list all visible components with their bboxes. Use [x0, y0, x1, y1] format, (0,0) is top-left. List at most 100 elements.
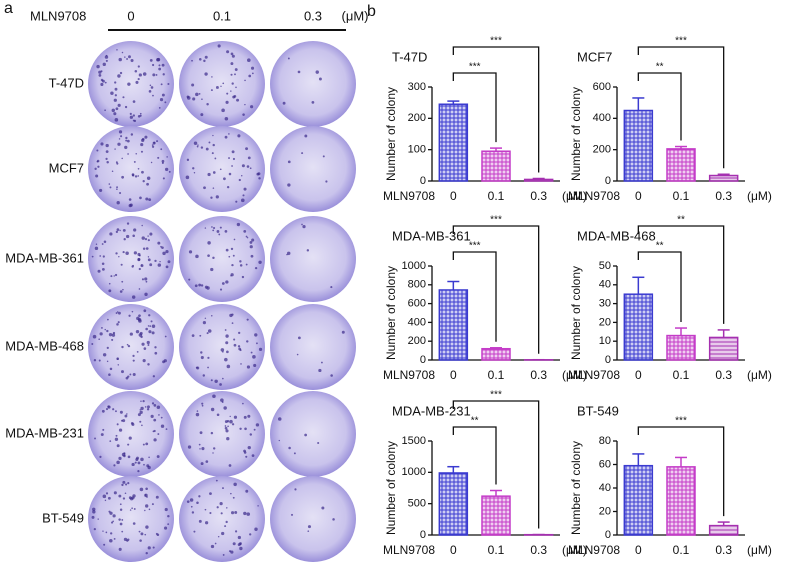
colony [149, 232, 153, 236]
colony [115, 312, 118, 314]
colony [207, 366, 209, 369]
colony [120, 135, 123, 138]
colony [318, 368, 322, 373]
colony [137, 167, 140, 170]
colony [109, 367, 113, 371]
colony [207, 172, 211, 177]
colony [187, 445, 192, 449]
colony [112, 408, 115, 411]
y-tick-label: 20 [599, 505, 611, 517]
colony [236, 98, 240, 102]
colony [297, 70, 301, 74]
colony [162, 360, 165, 364]
colony [140, 400, 142, 403]
plate [179, 216, 265, 302]
y-axis-label: Number of colony [384, 87, 398, 181]
colony [104, 55, 109, 59]
colony [143, 463, 145, 466]
colony [129, 115, 134, 119]
colony [150, 161, 153, 164]
colony [101, 409, 105, 413]
colony [134, 69, 138, 73]
plate [179, 476, 265, 562]
colony [114, 94, 117, 97]
x-tick-label: 0.1 [673, 368, 690, 382]
y-tick-label: 80 [599, 435, 611, 447]
colony [145, 327, 148, 331]
colony [230, 90, 232, 92]
significance-bracket [637, 251, 682, 323]
colony [151, 144, 154, 146]
x-unit-label: (μM) [562, 189, 587, 203]
colony [125, 483, 128, 486]
colony [287, 57, 290, 60]
colony [237, 543, 241, 547]
colony [212, 171, 216, 174]
colony [112, 520, 114, 523]
colony [141, 170, 144, 174]
y-tick-label: 600 [408, 298, 426, 310]
colony [127, 482, 130, 485]
colony [304, 433, 308, 437]
colony [131, 295, 136, 299]
colony [191, 334, 195, 338]
colony [205, 460, 209, 463]
colony [125, 136, 128, 140]
colony [241, 175, 243, 177]
colony [119, 503, 122, 506]
colony [148, 314, 151, 317]
colony [193, 530, 196, 533]
colony [258, 347, 263, 351]
colony [136, 350, 139, 353]
plate [270, 41, 356, 127]
colony [108, 282, 111, 285]
colony [250, 254, 254, 258]
colony [135, 80, 139, 84]
colony [109, 538, 113, 543]
colony [198, 443, 201, 446]
colony [154, 346, 157, 349]
colony [196, 366, 200, 370]
colony [245, 455, 248, 458]
colony [231, 423, 235, 426]
bar [623, 109, 654, 182]
colony [228, 157, 230, 159]
colony [125, 139, 128, 142]
colony [121, 483, 124, 487]
colony [199, 448, 201, 450]
chart-title: MCF7 [577, 49, 612, 64]
bar [666, 466, 696, 536]
colony [204, 72, 208, 76]
significance-label: ** [656, 62, 664, 73]
colony [205, 521, 209, 525]
colony [200, 146, 204, 149]
y-tick-label: 60 [599, 458, 611, 470]
colony [99, 255, 102, 257]
colony [117, 364, 120, 366]
colony [219, 502, 223, 506]
colony [122, 250, 125, 254]
colony [131, 265, 134, 268]
colony [207, 329, 212, 333]
colony [129, 373, 132, 376]
colony [116, 186, 118, 189]
colony [106, 360, 109, 363]
colony [147, 258, 151, 262]
colony [131, 310, 134, 313]
colony [159, 260, 161, 263]
x-unit-label: (μM) [562, 368, 587, 382]
colony [246, 165, 250, 168]
cell-line-label: T-47D [49, 75, 84, 90]
colony [210, 267, 214, 272]
colony [140, 143, 144, 147]
colony [232, 496, 235, 499]
colony [153, 404, 157, 407]
colony [152, 73, 156, 77]
colony [148, 508, 151, 511]
colony [137, 65, 140, 68]
colony [97, 518, 99, 520]
colony [114, 437, 119, 441]
colony [151, 145, 155, 148]
colony [195, 92, 199, 97]
colony [132, 119, 135, 122]
